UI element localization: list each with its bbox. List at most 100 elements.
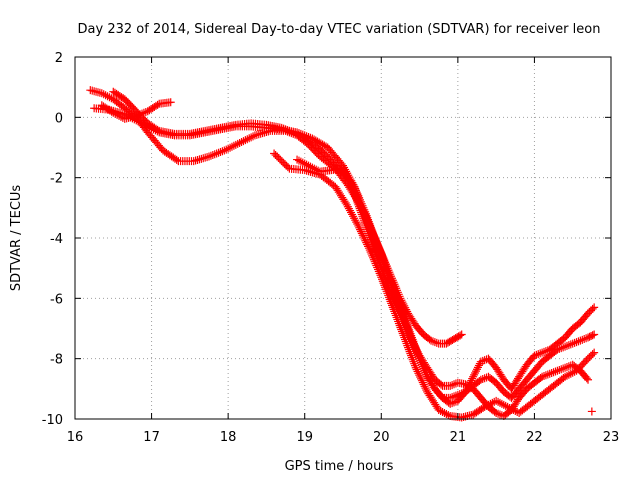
data-point bbox=[588, 331, 597, 340]
data-point bbox=[218, 147, 227, 156]
data-point bbox=[351, 193, 360, 202]
data-point bbox=[414, 349, 423, 358]
data-point bbox=[138, 109, 146, 118]
data-point bbox=[277, 123, 286, 132]
data-point bbox=[389, 295, 398, 304]
data-point bbox=[412, 345, 421, 354]
series-track-1 bbox=[90, 104, 466, 348]
data-point bbox=[301, 134, 310, 143]
data-point bbox=[442, 409, 451, 418]
data-point bbox=[139, 108, 148, 117]
data-point bbox=[97, 89, 106, 98]
data-point bbox=[113, 110, 122, 119]
data-point bbox=[415, 371, 424, 380]
data-point bbox=[400, 321, 409, 330]
data-point bbox=[363, 240, 372, 249]
data-point bbox=[457, 330, 466, 339]
data-point bbox=[385, 287, 394, 296]
data-point bbox=[392, 303, 401, 312]
data-point bbox=[116, 112, 125, 121]
data-point bbox=[446, 399, 455, 408]
data-point bbox=[208, 151, 217, 160]
data-point bbox=[476, 357, 485, 366]
data-point bbox=[289, 128, 298, 137]
data-point bbox=[354, 200, 363, 209]
data-point bbox=[366, 233, 375, 242]
data-point bbox=[291, 129, 300, 138]
data-point bbox=[356, 227, 365, 236]
data-point bbox=[409, 340, 418, 349]
data-point bbox=[590, 303, 599, 312]
data-point bbox=[557, 365, 566, 374]
data-point bbox=[436, 406, 445, 415]
data-point bbox=[378, 268, 387, 277]
data-point bbox=[409, 357, 418, 366]
data-point bbox=[352, 196, 361, 205]
data-point bbox=[494, 409, 503, 418]
data-point bbox=[287, 127, 296, 136]
data-point bbox=[395, 309, 404, 318]
data-point bbox=[304, 136, 313, 145]
data-point bbox=[386, 289, 395, 298]
data-point bbox=[553, 366, 562, 375]
y-tick-label: 2 bbox=[55, 51, 63, 66]
data-point bbox=[377, 266, 386, 275]
data-point bbox=[407, 351, 416, 360]
data-point bbox=[410, 359, 419, 368]
data-point bbox=[383, 281, 392, 290]
data-point bbox=[281, 125, 290, 134]
y-tick-label: -10 bbox=[42, 413, 63, 428]
data-point bbox=[401, 337, 410, 346]
data-point bbox=[572, 338, 581, 347]
data-point bbox=[340, 168, 349, 177]
data-point bbox=[356, 206, 365, 215]
data-series bbox=[86, 86, 599, 422]
data-point bbox=[413, 347, 422, 356]
data-point bbox=[231, 140, 240, 149]
data-point bbox=[428, 337, 437, 346]
data-point bbox=[448, 399, 457, 408]
data-point bbox=[348, 185, 357, 194]
data-point bbox=[339, 166, 348, 175]
data-point bbox=[294, 156, 303, 165]
data-point bbox=[360, 218, 369, 227]
data-point bbox=[339, 164, 347, 173]
data-point bbox=[422, 385, 431, 394]
data-point bbox=[376, 262, 385, 271]
data-point bbox=[547, 368, 556, 377]
data-point bbox=[417, 376, 426, 385]
x-tick-label: 21 bbox=[450, 430, 467, 445]
data-point bbox=[413, 367, 422, 376]
data-point bbox=[366, 235, 375, 244]
data-point bbox=[372, 250, 381, 259]
data-point bbox=[364, 227, 373, 236]
data-point bbox=[355, 223, 364, 232]
data-point bbox=[371, 246, 380, 255]
data-point bbox=[541, 371, 550, 380]
data-point bbox=[226, 143, 235, 152]
data-point bbox=[303, 135, 312, 144]
data-point bbox=[538, 348, 547, 357]
data-point bbox=[222, 145, 231, 154]
data-point bbox=[348, 183, 357, 192]
data-point bbox=[153, 100, 162, 109]
data-point bbox=[495, 398, 504, 407]
data-point bbox=[492, 396, 501, 405]
data-point bbox=[566, 340, 575, 349]
x-axis-label: GPS time / hours bbox=[285, 459, 394, 474]
y-tick-label: -6 bbox=[50, 292, 63, 307]
data-point bbox=[367, 237, 376, 246]
data-point bbox=[343, 174, 352, 183]
data-point bbox=[561, 363, 570, 372]
data-point bbox=[346, 179, 355, 188]
data-point bbox=[241, 136, 250, 145]
data-point bbox=[499, 400, 508, 409]
series-track-6 bbox=[293, 155, 593, 420]
data-point bbox=[540, 372, 548, 381]
data-point bbox=[352, 195, 361, 204]
data-point bbox=[349, 187, 358, 196]
data-point bbox=[580, 335, 589, 344]
data-point bbox=[298, 132, 307, 141]
data-point bbox=[399, 319, 408, 328]
